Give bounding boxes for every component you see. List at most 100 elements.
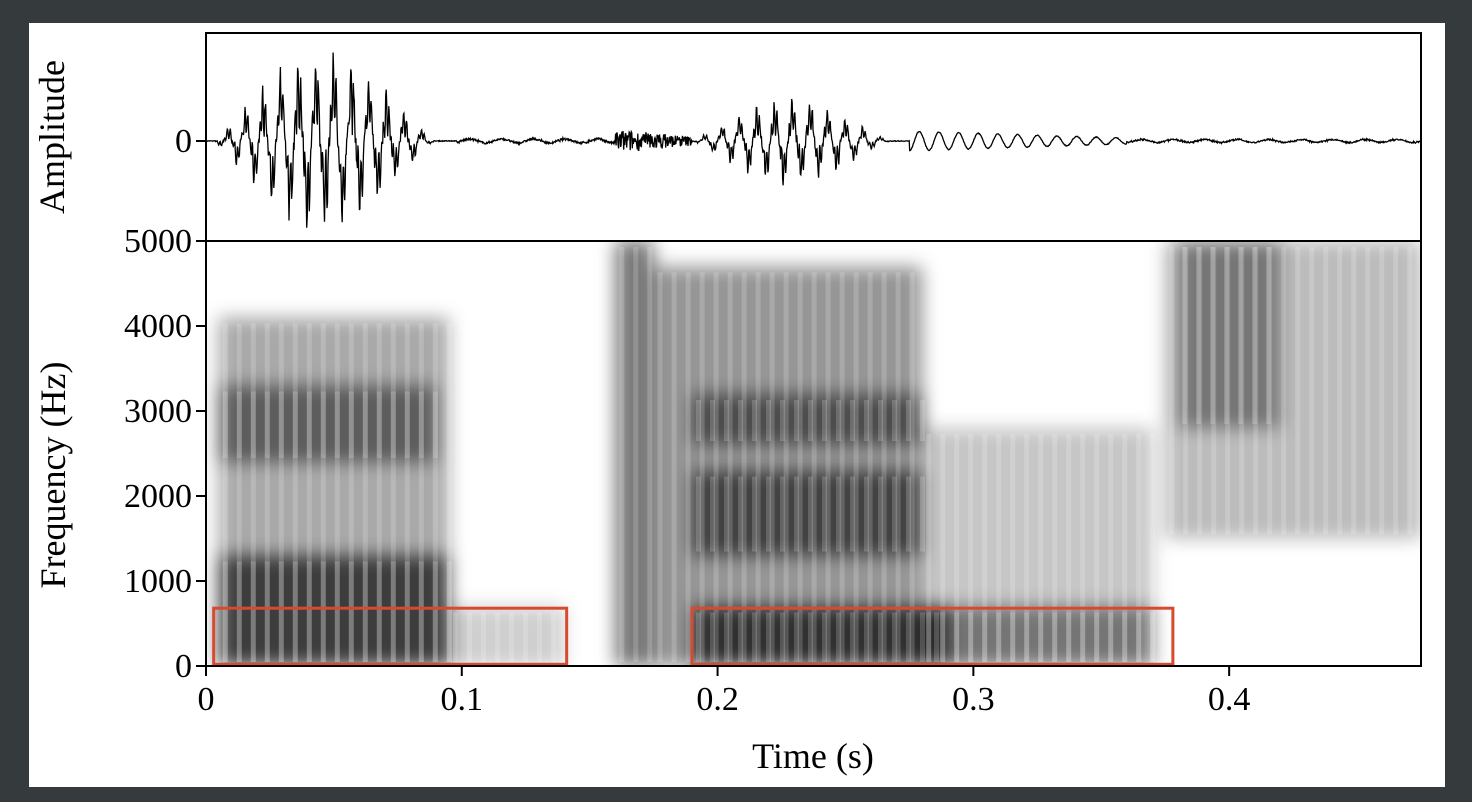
striation (1238, 247, 1243, 424)
striation (222, 391, 228, 458)
striation (727, 272, 733, 662)
striation (808, 400, 813, 441)
striation (1253, 247, 1259, 535)
striation (850, 476, 855, 552)
striation (222, 323, 228, 662)
striation (1108, 612, 1114, 662)
striation (1080, 434, 1086, 662)
striation (864, 476, 869, 552)
energy-region-3 (449, 606, 565, 666)
striation (390, 561, 396, 662)
striation (481, 612, 486, 662)
striation (537, 612, 542, 662)
striation (222, 561, 228, 662)
spectrogram-x-ticks: 0 0.1 0.2 0.3 0.4 (198, 666, 1250, 718)
striation (495, 612, 500, 662)
striation (432, 561, 438, 662)
striation (320, 323, 326, 662)
striation (940, 434, 946, 662)
striation (1094, 612, 1100, 662)
striation (920, 400, 925, 441)
y-tick-label: 1000 (124, 563, 192, 600)
energy-region-8 (692, 606, 948, 666)
striation (657, 272, 663, 662)
energy-region-4 (615, 241, 654, 666)
striation (794, 476, 799, 552)
striation (738, 612, 743, 662)
striation (822, 400, 827, 441)
striation (954, 612, 960, 662)
x-tick-label: 0.2 (696, 681, 739, 718)
energy-region-5 (653, 266, 923, 666)
striation (825, 272, 831, 662)
striation (523, 612, 528, 662)
striation (306, 561, 312, 662)
waveform-y-tick-label: 0 (175, 123, 192, 160)
striation (376, 561, 382, 662)
striation (1136, 434, 1142, 662)
striation (418, 391, 424, 458)
spectrogram-plot: 0 1000 2000 3000 4000 5000 0 0.1 0.2 0.3 0.4 Freq… (33, 223, 1422, 776)
highlight-box-1 (212, 606, 569, 666)
striation (390, 323, 396, 662)
striation (278, 391, 284, 458)
striation (853, 272, 859, 662)
striation (1010, 434, 1016, 662)
striation (250, 323, 256, 662)
striation (1024, 434, 1030, 662)
striation (940, 612, 946, 662)
striation (1182, 247, 1187, 424)
highlight-box-2 (690, 606, 1175, 666)
striation (710, 612, 715, 662)
striation (432, 323, 438, 662)
striation (1183, 247, 1189, 535)
striation (895, 272, 901, 662)
striation (619, 247, 625, 662)
striation (376, 391, 382, 458)
striation (710, 400, 715, 441)
striation (236, 561, 242, 662)
striation (696, 612, 701, 662)
striation (264, 561, 270, 662)
striation (1210, 247, 1215, 424)
figure-panel: 0 Amplitude 0 1000 2000 3000 4000 5000 0 0.1 0.… (29, 23, 1445, 787)
striation (292, 391, 298, 458)
striation (633, 247, 639, 662)
striation (850, 400, 855, 441)
striation (418, 561, 424, 662)
striation (878, 612, 883, 662)
striation (783, 272, 789, 662)
x-tick-label: 0.3 (952, 681, 995, 718)
spectrogram-energy-group (218, 241, 1421, 666)
striation (404, 323, 410, 662)
striation (906, 612, 911, 662)
y-tick-label: 3000 (124, 393, 192, 430)
striation (278, 323, 284, 662)
striation (362, 323, 368, 662)
striation (1094, 434, 1100, 662)
striation (850, 612, 855, 662)
striation (808, 476, 813, 552)
striation (236, 323, 242, 662)
energy-region-12 (1178, 241, 1281, 428)
striation (250, 561, 256, 662)
striation (418, 323, 424, 662)
striation (1393, 247, 1399, 535)
striation (376, 323, 382, 662)
striation (766, 612, 771, 662)
striation (822, 476, 827, 552)
striation (348, 561, 354, 662)
striation (292, 323, 298, 662)
striation (390, 391, 396, 458)
spectrogram-striations (222, 247, 1413, 662)
striation (920, 476, 925, 552)
striation (780, 476, 785, 552)
energy-region-1 (218, 555, 449, 666)
striation (551, 612, 556, 662)
striation (647, 247, 653, 662)
striation (906, 400, 911, 441)
striation (1309, 247, 1315, 535)
striation (968, 434, 974, 662)
waveform-y-axis-label: Amplitude (32, 60, 72, 214)
striation (881, 272, 887, 662)
